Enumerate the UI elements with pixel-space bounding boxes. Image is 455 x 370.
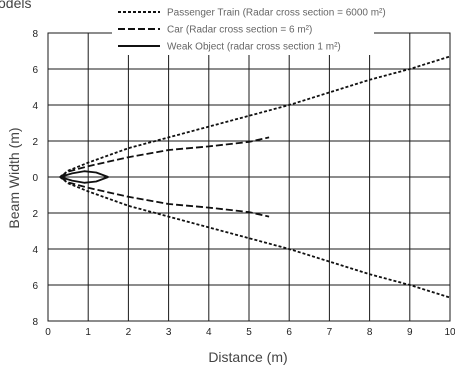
x-tick-label: 7 — [327, 327, 333, 338]
y-axis-label: Beam Width (m) — [6, 127, 22, 228]
legend-label: Weak Object (radar cross section 1 m²) — [167, 42, 341, 53]
x-tick-label: 2 — [126, 327, 132, 338]
y-tick-labels: 8 6 4 2 0 2 4 6 8 — [32, 29, 38, 328]
legend-label: Car (Radar cross section = 6 m²) — [167, 25, 312, 36]
y-tick-label: 4 — [32, 101, 38, 112]
y-tick-label: 2 — [32, 137, 38, 148]
series-line-lower — [59, 176, 109, 184]
y-tick-label: 6 — [32, 65, 38, 76]
x-tick-label: 8 — [367, 327, 373, 338]
y-tick-label: 8 — [32, 317, 38, 328]
y-tick-label: 6 — [32, 281, 38, 292]
x-tick-labels: 0 1 2 3 4 5 6 7 8 9 10 — [45, 327, 455, 338]
x-tick-label: 1 — [85, 327, 91, 338]
x-tick-label: 3 — [166, 327, 172, 338]
x-tick-label: 0 — [45, 327, 51, 338]
series-line-lower — [59, 176, 270, 218]
y-tick-label: 4 — [32, 245, 38, 256]
y-tick-label: 8 — [32, 29, 38, 40]
legend-label: Passenger Train (Radar cross section = 6… — [167, 8, 386, 19]
x-axis-label: Distance (m) — [208, 349, 287, 365]
series-line-upper — [59, 170, 109, 178]
y-tick-label: 2 — [32, 209, 38, 220]
x-tick-label: 9 — [407, 327, 413, 338]
legend: Passenger Train (Radar cross section = 6… — [112, 4, 386, 55]
x-tick-label: 5 — [246, 327, 252, 338]
series-line-upper — [59, 55, 451, 178]
partial-title: odels — [0, 0, 31, 11]
x-tick-label: 10 — [444, 327, 455, 338]
series-layer — [59, 55, 451, 299]
y-tick-label: 0 — [32, 173, 38, 184]
series-line-lower — [59, 176, 451, 299]
x-tick-label: 6 — [286, 327, 292, 338]
x-tick-label: 4 — [206, 327, 212, 338]
series-line-upper — [59, 136, 270, 178]
